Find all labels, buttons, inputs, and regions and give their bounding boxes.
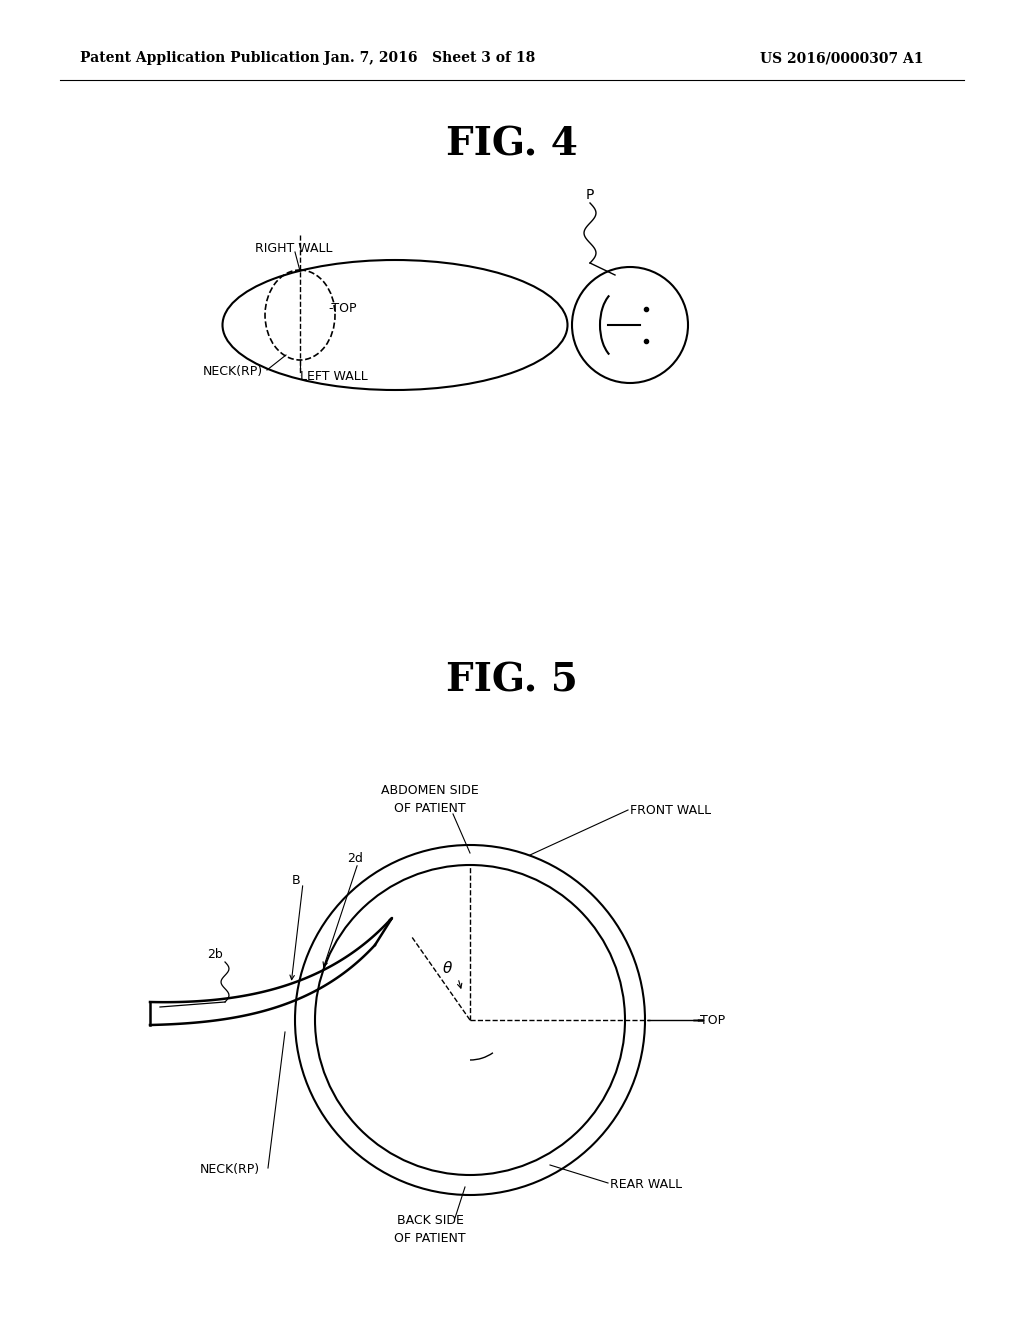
Text: ABDOMEN SIDE: ABDOMEN SIDE [381,784,479,796]
Text: -TOP: -TOP [328,301,356,314]
Text: Jan. 7, 2016   Sheet 3 of 18: Jan. 7, 2016 Sheet 3 of 18 [325,51,536,65]
Text: FRONT WALL: FRONT WALL [630,804,711,817]
Text: RIGHT WALL: RIGHT WALL [255,242,333,255]
Text: FIG. 5: FIG. 5 [446,661,578,700]
Text: NECK(RP): NECK(RP) [200,1163,260,1176]
Text: US 2016/0000307 A1: US 2016/0000307 A1 [760,51,924,65]
Text: OF PATIENT: OF PATIENT [394,801,466,814]
Text: Patent Application Publication: Patent Application Publication [80,51,319,65]
Text: 2d: 2d [347,851,362,865]
Text: FIG. 4: FIG. 4 [446,125,578,164]
Text: P: P [586,187,594,202]
Text: $\theta$: $\theta$ [442,960,453,975]
Text: BACK SIDE: BACK SIDE [396,1213,464,1226]
Text: 2b: 2b [207,949,223,961]
Text: REAR WALL: REAR WALL [610,1179,682,1192]
Text: TOP: TOP [700,1014,725,1027]
Text: B: B [292,874,300,887]
Text: OF PATIENT: OF PATIENT [394,1232,466,1245]
Text: NECK(RP): NECK(RP) [203,366,263,379]
Text: LEFT WALL: LEFT WALL [300,370,368,383]
